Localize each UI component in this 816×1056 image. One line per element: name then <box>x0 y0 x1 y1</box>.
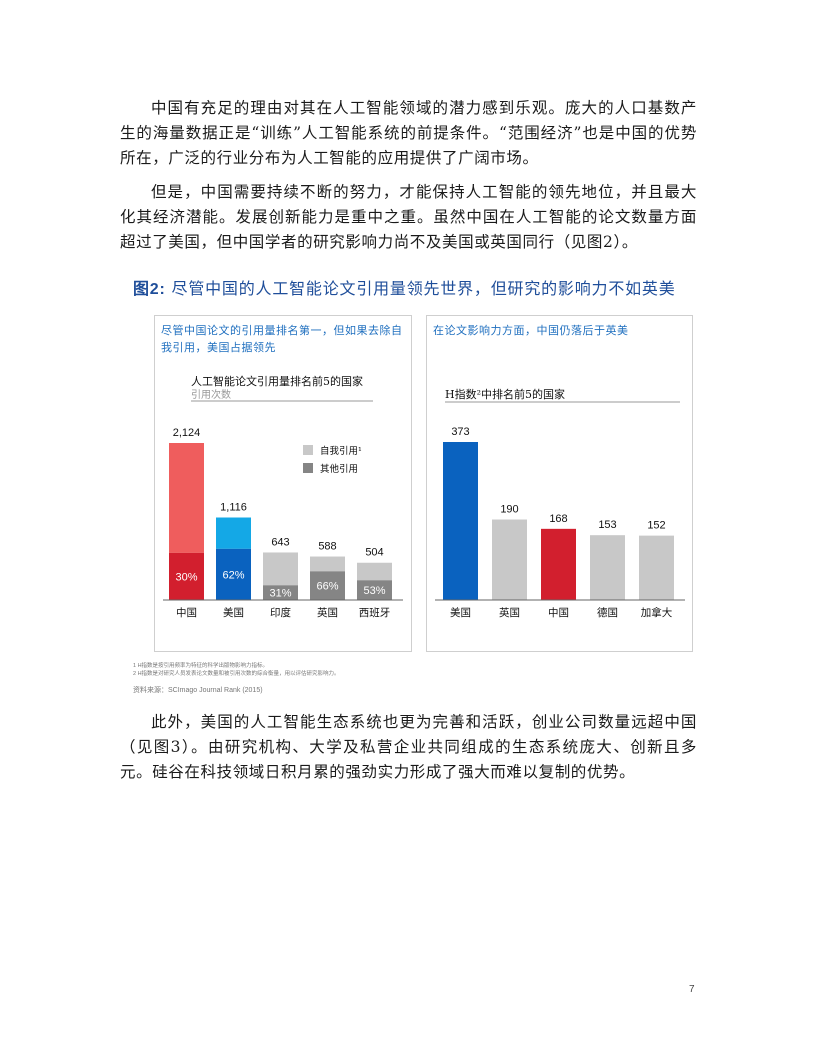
legend-swatch-self <box>303 445 313 455</box>
chart-subtitle: 在论文影响力方面，中国仍落后于英美 <box>433 324 629 337</box>
bar <box>443 442 478 600</box>
legend-label-other: 其他引用 <box>320 463 358 475</box>
page-number: 7 <box>689 984 695 995</box>
category-label: 加拿大 <box>641 606 673 619</box>
chart-title: H指数²中排名前5的国家 <box>445 387 565 401</box>
data-label: 168 <box>549 513 567 525</box>
bar <box>590 535 625 600</box>
share-label: 66% <box>316 581 338 593</box>
data-label: 2,124 <box>173 427 201 439</box>
hindex-bar-chart: H指数²中排名前5的国家 373 美国 190 英国 168 中国 153 德国 152 加拿大 <box>435 387 685 619</box>
data-label: 504 <box>365 547 383 559</box>
chart-panel-citations: 尽管中国论文的引用量排名第一，但如果去除自我引用，美国占据领先 人工智能论文引用… <box>154 315 412 652</box>
footnote-2: 2 H指数是对研究人员发表论文数量和被引用次数的综合衡量，用以评估研究影响力。 <box>133 671 340 677</box>
paragraph-2: 但是，中国需要持续不断的努力，才能保持人工智能的领先地位，并且最大化其经济潜能。… <box>120 183 697 251</box>
legend-swatch-other <box>303 463 313 473</box>
bar-other-citations <box>263 585 298 600</box>
legend-label-self: 自我引用¹ <box>320 445 362 457</box>
category-label: 中国 <box>548 606 569 619</box>
data-label: 373 <box>451 426 469 438</box>
figure-title: 图2: 尽管中国的人工智能论文引用量领先世界，但研究的影响力不如英美 <box>133 275 676 299</box>
data-label: 588 <box>318 541 336 553</box>
bar-other-citations <box>357 580 392 600</box>
bar <box>541 528 576 600</box>
category-label: 德国 <box>597 606 618 619</box>
data-label: 152 <box>647 520 665 532</box>
bar-self-citations <box>357 562 392 581</box>
category-label: 中国 <box>176 606 197 619</box>
bar-self-citations <box>263 552 298 586</box>
chart-title: 人工智能论文引用量排名前5的国家 <box>191 374 363 388</box>
bar-self-citations <box>169 443 204 553</box>
share-label: 53% <box>363 585 385 597</box>
share-label: 62% <box>222 569 244 581</box>
y-axis-label: 引用次数 <box>191 388 231 401</box>
chart-panel-hindex: 在论文影响力方面，中国仍落后于英美 H指数²中排名前5的国家 373 美国 190 英国… <box>426 315 693 652</box>
bar <box>492 519 527 600</box>
bar-self-citations <box>310 556 345 572</box>
paragraph-3: 此外，美国的人工智能生态系统也更为完善和活跃，创业公司数量远超中国（见图3）。由… <box>120 713 697 781</box>
bar <box>639 535 674 600</box>
category-label: 西班牙 <box>359 607 391 619</box>
category-label: 美国 <box>450 606 471 619</box>
data-label: 190 <box>500 504 518 516</box>
chart-subtitle: 尽管中国论文的引用量排名第一，但如果去除自我引用，美国占据领先 <box>161 324 403 354</box>
category-label: 美国 <box>223 606 244 619</box>
paragraph-1: 中国有充足的理由对其在人工智能领域的潜力感到乐观。庞大的人口基数产生的海量数据正… <box>120 99 697 167</box>
footnotes: 1 H指数是按引用频率为特征的科学出版物影响力指标。 2 H指数是对研究人员发表… <box>133 662 340 678</box>
category-label: 英国 <box>499 606 520 619</box>
data-label: 1,116 <box>220 502 247 514</box>
share-label: 30% <box>175 571 197 583</box>
data-label: 643 <box>271 536 289 548</box>
source-note: 资料来源：SCImago Journal Rank (2015) <box>133 687 263 694</box>
footnote-1: 1 H指数是按引用频率为特征的科学出版物影响力指标。 <box>133 663 269 669</box>
bar-other-citations <box>169 552 204 600</box>
bar-self-citations <box>216 517 251 549</box>
figure-caption: 尽管中国的人工智能论文引用量领先世界，但研究的影响力不如英美 <box>171 279 676 298</box>
bar-other-citations <box>216 548 251 600</box>
bar-other-citations <box>310 571 345 600</box>
figure-label: 图2: <box>133 281 166 298</box>
category-label: 英国 <box>317 606 338 619</box>
category-label: 印度 <box>270 606 291 619</box>
data-label: 153 <box>598 519 616 531</box>
share-label: 31% <box>269 588 291 600</box>
